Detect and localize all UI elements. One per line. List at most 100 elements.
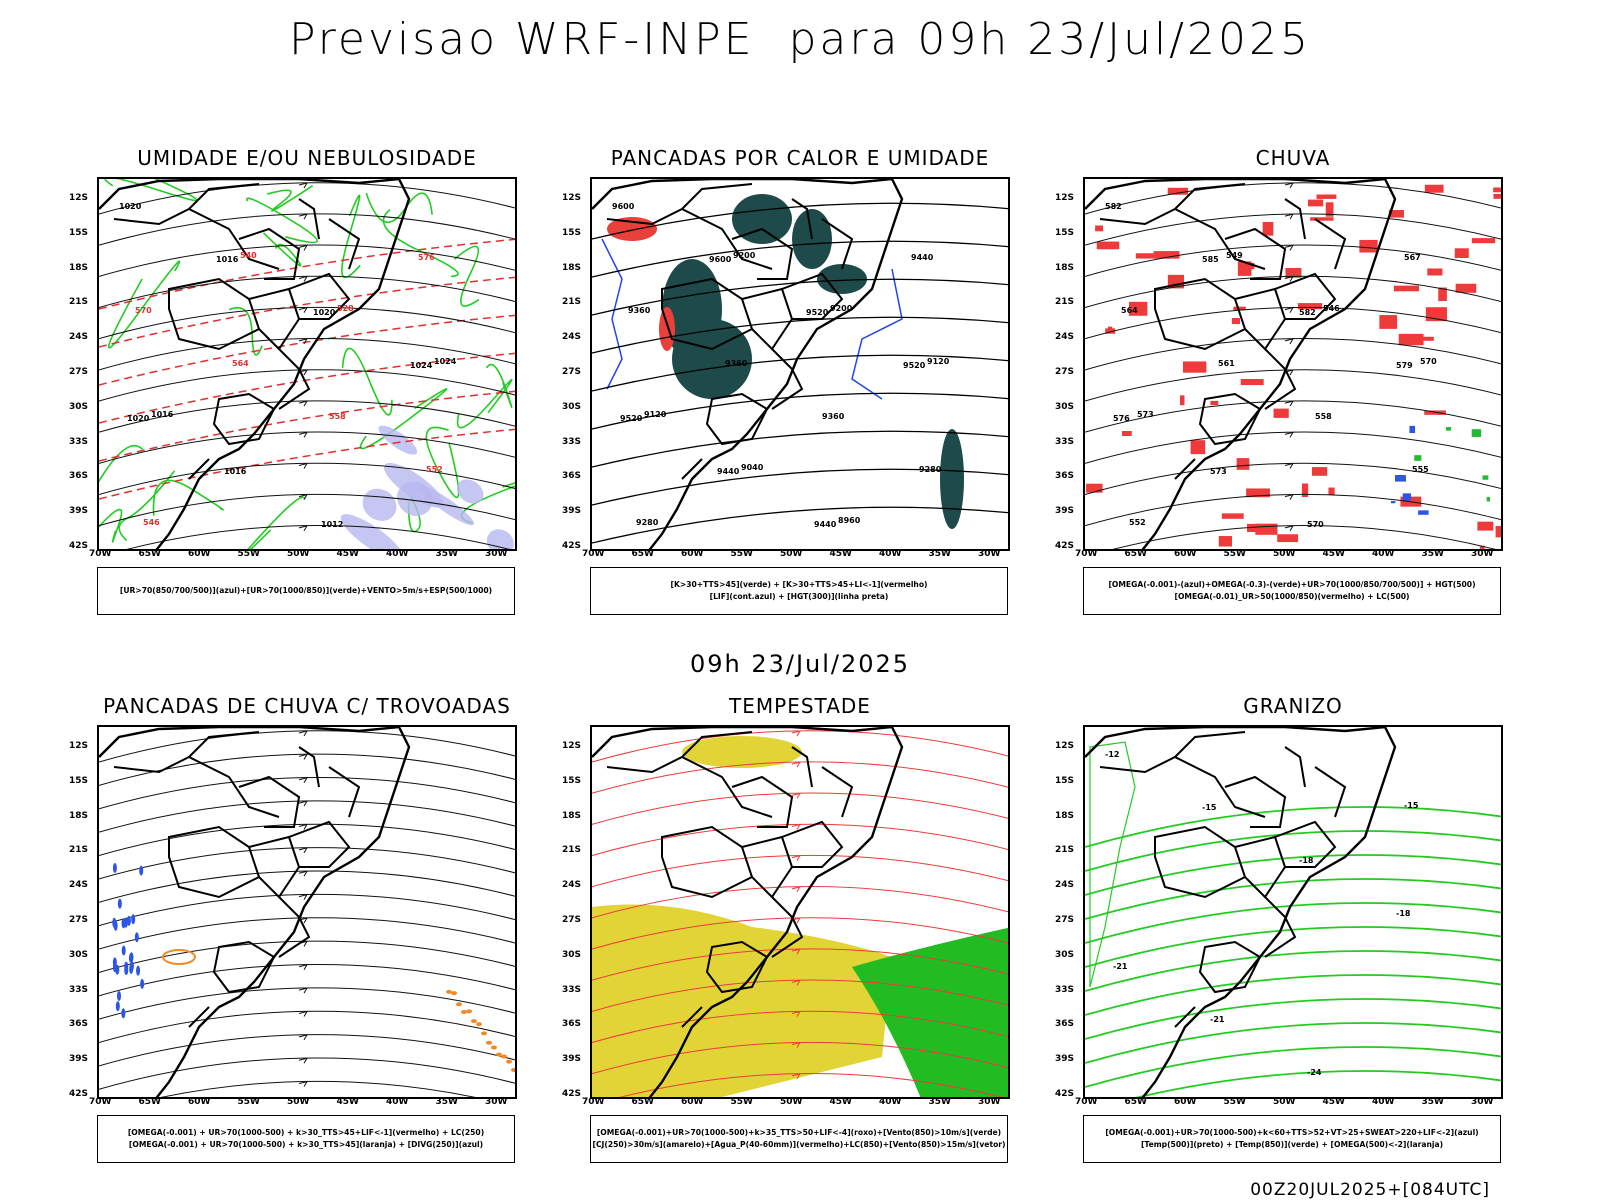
lat-tick-label: 33S [69,436,89,447]
state-border [188,731,260,758]
jet-stream-area [682,736,802,768]
lon-tick-label: 70W [89,549,112,559]
thickness-contour [99,314,515,386]
streamline-arrow [298,753,309,760]
page-title: Previsao WRF-INPE para 09h 23/Jul/2025 [289,14,1311,65]
rain-area [1190,440,1206,455]
humidity-contour [99,508,123,543]
streamline [1085,462,1501,495]
lat-tick-label: 42S [69,1089,89,1099]
contour-label: 576 [1113,414,1130,423]
lat-tick-label: 24S [1055,880,1075,891]
lat-tick-label: 42S [1055,1089,1075,1099]
temp-850-contour [1085,902,1501,944]
map-canvas-tempestade [592,727,1008,1097]
map-chuva: 582 585 582 579 576 573 570 567 564 561 558 555 552 5… [1083,177,1503,551]
map-canvas-chuva: 582 585 582 579 576 573 570 567 564 561 558 555 552 5… [1085,179,1501,549]
coastline [1085,179,1397,549]
lat-tick-label: 15S [562,227,582,238]
omega-area [1418,510,1429,515]
streamline [1085,182,1501,215]
lat-tick-label: 15S [1055,775,1075,786]
temp-850-contour [1085,830,1501,872]
rain-area [1477,521,1494,531]
streamline-arrow [791,1073,802,1080]
streamline-arrow [791,1010,802,1017]
lon-tick-label: 55W [1223,1097,1246,1107]
thunderstorm-area [162,949,196,965]
contour-label: 1016 [151,410,174,419]
contour-label: 570 [1307,520,1324,529]
state-border [705,392,769,446]
legend-line: [OMEGA(-0.001)-(azul)+OMEGA(-0.3)-(verde… [1108,580,1476,589]
legend-line: [OMEGA(-0.001)+UR>70(1000-500)+k<60+TTS>… [1105,1128,1479,1137]
contour-label: 9120 [644,410,667,419]
streamline-arrow [298,800,309,807]
rain-area [1273,408,1289,418]
streamline-arrow [791,948,802,955]
lat-tick-label: 27S [562,915,582,925]
coastline [592,727,904,1097]
temp-850-contour [1085,974,1501,1016]
lat-tick-label: 27S [1055,915,1075,925]
lon-tick-label: 60W [188,1097,211,1107]
state-border [771,348,804,410]
state-border [278,348,311,410]
height-300-contour [592,354,1008,392]
lon-tick-label: 50W [1273,1097,1296,1107]
panel-title-pancadas_calor: PANCADAS POR CALOR E UMIDADE [610,146,990,170]
contour-label: 1016 [216,255,239,264]
state-border [1224,775,1287,828]
run-info: 00Z20JUL2025+[084UTC] [1250,1180,1490,1200]
rain-area [1236,458,1250,470]
contour-label: 546 [1323,304,1340,313]
instability-area [940,429,964,529]
contour-label: 9360 [725,359,748,368]
temp-850-contour [1135,1070,1501,1097]
rain-area [1455,283,1477,293]
jet-stream-area [592,904,892,1097]
contour-label: 9600 [612,202,635,211]
thunderstorm-area [496,1052,502,1057]
state-border [1099,207,1266,270]
streamline [99,893,515,927]
rain-area [1153,251,1180,259]
state-border [681,458,703,480]
lat-tick-label: 36S [69,471,89,482]
rain-area [1438,287,1447,302]
streamline [99,963,515,997]
rain-area [1277,534,1299,543]
state-border [188,458,210,480]
contour-label: 9120 [927,357,950,366]
legend-line: [OMEGA(-0.001)+UR>70(1000-500)+k>35_TTS>… [596,1128,1002,1137]
state-border [681,731,753,758]
divergence-area [139,865,144,876]
lon-tick-label: 35W [928,1097,951,1107]
contour-label: 576 [418,253,435,262]
lat-tick-label: 36S [562,1019,582,1030]
streamline-arrow [298,963,309,971]
state-border [606,755,773,818]
lon-tick-label: 45W [829,549,852,559]
lon-tick-label: 50W [780,549,803,559]
streamline-arrow [298,776,309,784]
mid-level-humidity-area [456,479,484,504]
instability-area [732,194,792,244]
omega-area [1402,493,1412,501]
contour-label: 549 [1226,251,1243,260]
streamline [99,244,515,277]
streamline [1085,400,1501,433]
lon-tick-label: 65W [138,549,161,559]
rain-area [1233,306,1246,311]
state-border [791,746,813,788]
contour-label: 9040 [741,463,764,472]
lon-tick-label: 30W [1471,1097,1494,1107]
streamline [99,940,515,973]
contour-label: 9520 [620,414,643,423]
lat-tick-label: 42S [562,1089,582,1099]
lon-tick-label: 45W [1322,1097,1345,1107]
rain-area [1471,238,1496,244]
legend-umidade: [UR>70(850/700/500)](azul)+[UR>70(1000/8… [97,567,515,615]
lat-tick-label: 18S [562,262,582,273]
lon-tick-label: 35W [1421,1097,1444,1107]
